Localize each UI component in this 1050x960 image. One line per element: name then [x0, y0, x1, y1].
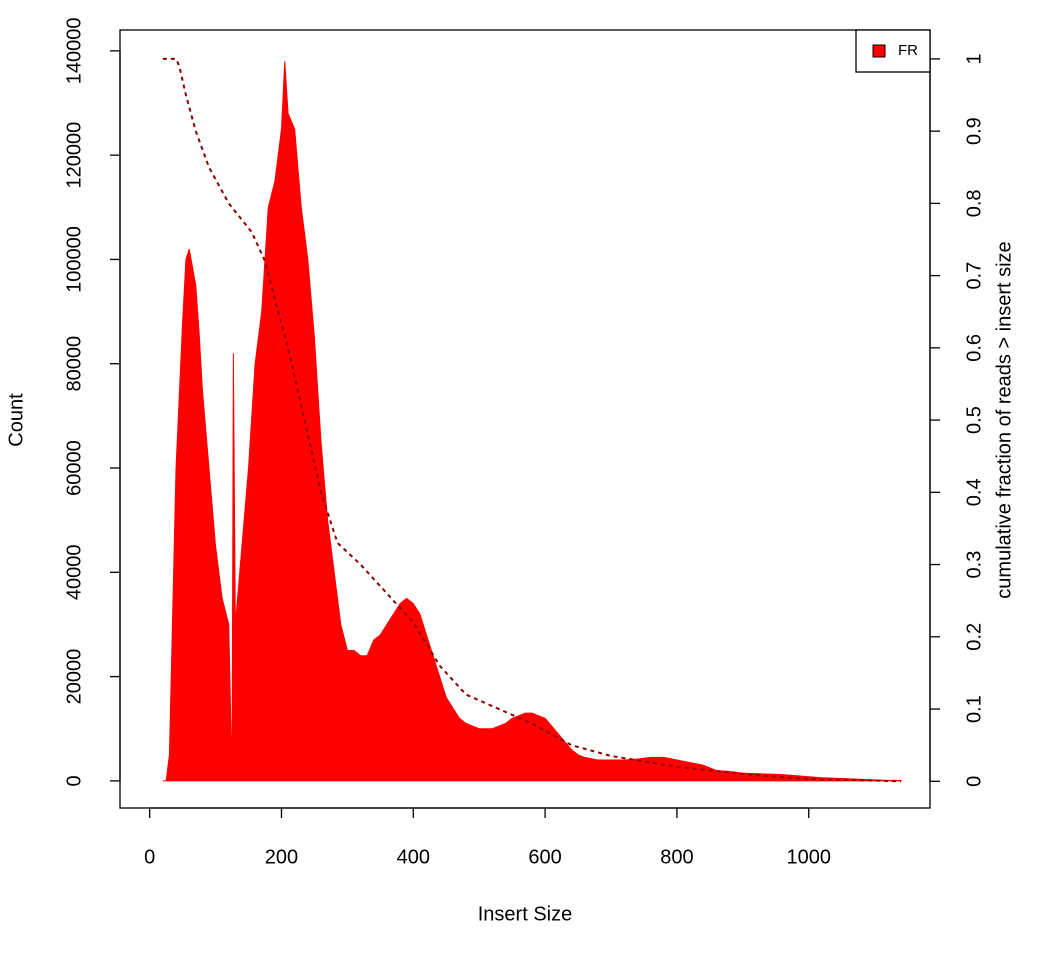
- y2-tick-label: 0.1: [963, 695, 985, 723]
- y-tick-label: 0: [63, 775, 85, 786]
- y2-tick-label: 0.5: [963, 406, 985, 434]
- y-tick-label: 140000: [63, 17, 85, 84]
- x-tick-label: 600: [528, 846, 561, 868]
- y2-tick-label: 1: [963, 53, 985, 64]
- y-tick-label: 80000: [63, 336, 85, 392]
- y2-tick-label: 0.3: [963, 551, 985, 579]
- y-tick-label: 20000: [63, 649, 85, 705]
- histogram-area: [162, 61, 902, 782]
- y-tick-label: 100000: [63, 226, 85, 293]
- legend-swatch: [872, 44, 886, 58]
- y-tick-label: 40000: [63, 544, 85, 600]
- y2-tick-label: 0.7: [963, 262, 985, 290]
- y-axis-label: Count: [5, 393, 27, 447]
- legend-label: FR: [898, 42, 918, 59]
- y2-tick-label: 0.9: [963, 117, 985, 145]
- y-tick-label: 60000: [63, 440, 85, 496]
- y2-tick-label: 0.6: [963, 334, 985, 362]
- x-tick-label: 400: [397, 846, 430, 868]
- y-tick-label: 120000: [63, 122, 85, 189]
- y2-tick-label: 0.2: [963, 623, 985, 651]
- legend-box: [855, 29, 931, 73]
- y2-tick-label: 0: [963, 776, 985, 787]
- x-tick-label: 0: [144, 846, 155, 868]
- x-tick-label: 200: [265, 846, 298, 868]
- y2-axis-label: cumulative fraction of reads > insert si…: [993, 241, 1015, 598]
- x-tick-label: 800: [660, 846, 693, 868]
- x-tick-label: 1000: [786, 846, 831, 868]
- y2-tick-label: 0.4: [963, 478, 985, 506]
- y2-tick-label: 0.8: [963, 189, 985, 217]
- x-axis-label: Insert Size: [478, 903, 572, 925]
